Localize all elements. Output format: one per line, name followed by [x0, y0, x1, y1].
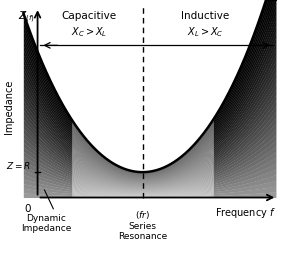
- Text: $X_C > X_L$: $X_C > X_L$: [70, 25, 107, 38]
- Text: Dynamic
Impedance: Dynamic Impedance: [21, 213, 71, 232]
- Text: Frequency $f$: Frequency $f$: [215, 205, 276, 219]
- Text: 0: 0: [24, 203, 30, 213]
- Text: $(fr)$
Series
Resonance: $(fr)$ Series Resonance: [118, 208, 167, 241]
- Text: Capacitive: Capacitive: [61, 11, 116, 21]
- Text: $X_L > X_C$: $X_L > X_C$: [187, 25, 223, 38]
- Text: $Z_{(f)}$: $Z_{(f)}$: [18, 10, 35, 25]
- Text: Inductive: Inductive: [181, 11, 229, 21]
- Text: $Z = R$: $Z = R$: [6, 159, 31, 170]
- Text: Impedance: Impedance: [4, 80, 14, 134]
